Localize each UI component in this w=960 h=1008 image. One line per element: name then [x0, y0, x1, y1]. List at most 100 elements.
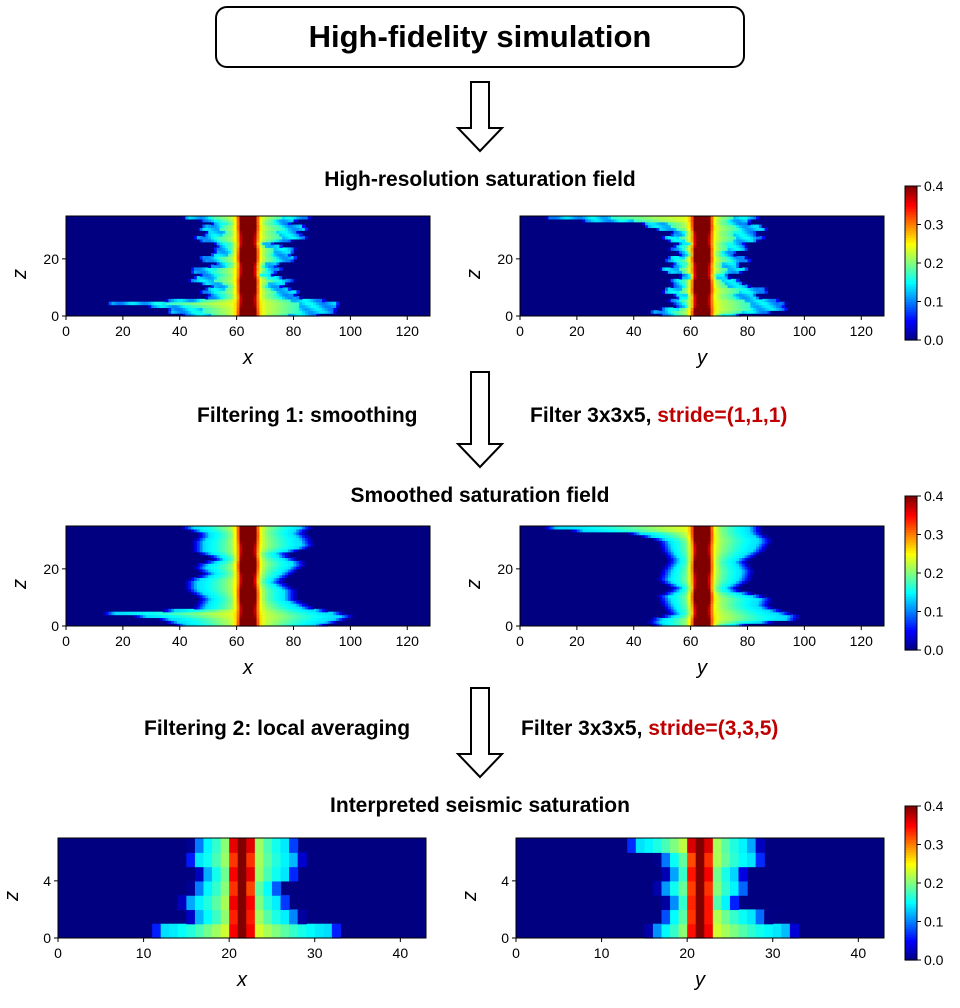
heatmap-cell	[736, 284, 740, 289]
heatmap-cell	[673, 293, 677, 297]
x-tick-label: 40	[172, 323, 188, 339]
heatmap-cell	[228, 301, 232, 306]
heatmap-cell	[696, 560, 700, 564]
heatmap-cell	[256, 284, 260, 289]
heatmap-cell	[747, 310, 751, 314]
heatmap-cell	[262, 557, 266, 561]
heatmap-cell	[276, 528, 280, 533]
heatmap-cell	[230, 301, 235, 306]
heatmap-cell	[230, 571, 235, 576]
heatmap-cell	[730, 551, 734, 556]
heatmap-cell	[784, 617, 788, 621]
heatmap-cell	[670, 620, 675, 624]
heatmap-cell	[239, 307, 243, 311]
heatmap-cell	[216, 594, 221, 599]
heatmap-cell	[753, 600, 757, 604]
heatmap-cell	[270, 270, 275, 274]
heatmap-cell	[662, 594, 666, 599]
heatmap-cell	[199, 238, 204, 243]
heatmap-cell	[216, 548, 221, 553]
heatmap-cell	[287, 236, 292, 240]
heatmap-cell	[205, 224, 209, 229]
heatmap-cell	[727, 264, 732, 269]
heatmap-cell	[273, 270, 278, 274]
heatmap-cell	[302, 526, 306, 530]
heatmap-cell	[304, 236, 309, 240]
heatmap-cell	[213, 574, 218, 579]
colorbar-segment	[905, 257, 917, 262]
heatmap-cell	[228, 560, 232, 564]
heatmap-cell	[302, 560, 306, 564]
heatmap-cell	[699, 236, 703, 240]
heatmap-cell	[267, 600, 272, 604]
heatmap-cell	[307, 216, 312, 220]
heatmap-cell	[687, 221, 692, 226]
heatmap-cell	[605, 216, 609, 220]
heatmap-cell	[273, 546, 278, 550]
heatmap-cell	[758, 236, 763, 240]
heatmap-cell	[242, 528, 246, 533]
heatmap-cell	[741, 571, 746, 576]
heatmap-cell	[730, 603, 734, 607]
heatmap-cell	[670, 577, 675, 581]
heatmap-cell	[199, 583, 204, 587]
heatmap-cell	[738, 583, 743, 587]
heatmap-cell	[174, 620, 178, 624]
heatmap-cell	[270, 526, 275, 530]
heatmap-cell	[716, 606, 720, 610]
heatmap-cell	[222, 591, 226, 596]
heatmap-cell	[265, 224, 269, 229]
heatmap-cell	[205, 546, 209, 550]
heatmap-cell	[182, 307, 187, 311]
heatmap-cell	[727, 230, 732, 234]
heatmap-cell	[327, 617, 332, 621]
heatmap-cell	[679, 560, 683, 564]
heatmap-cell	[276, 540, 280, 544]
heatmap-cell	[702, 617, 706, 621]
heatmap-cell	[304, 623, 309, 627]
heatmap-cell	[233, 563, 238, 567]
heatmap-cell	[761, 307, 766, 311]
heatmap-cell	[168, 310, 172, 314]
heatmap-cell	[228, 247, 232, 251]
heatmap-cell	[736, 586, 740, 590]
heatmap-cell	[307, 526, 312, 530]
heatmap-cell	[707, 278, 712, 283]
heatmap-cell	[242, 603, 246, 607]
heatmap-cell	[716, 244, 720, 249]
heatmap-cell	[276, 614, 280, 619]
heatmap-cell	[310, 298, 314, 303]
heatmap-cell	[710, 258, 714, 263]
heatmap-cell	[684, 568, 689, 573]
heatmap-cell	[316, 620, 320, 624]
heatmap-cell	[724, 250, 729, 254]
heatmap-cell	[744, 580, 749, 584]
heatmap-cell	[733, 301, 737, 306]
heatmap-cell	[656, 310, 660, 314]
heatmap-cell	[262, 310, 266, 314]
heatmap-cell	[684, 298, 689, 303]
heatmap-cell	[191, 301, 195, 306]
heatmap-cell	[242, 554, 246, 559]
heatmap-cell	[279, 591, 283, 596]
heatmap-cell	[699, 594, 703, 599]
heatmap-cell	[211, 551, 215, 556]
heatmap-cell	[313, 617, 317, 621]
heatmap-cell	[236, 307, 241, 311]
heatmap-cell	[724, 221, 729, 226]
heatmap-cell	[230, 557, 235, 561]
heatmap-cell	[747, 551, 751, 556]
heatmap-cell	[236, 238, 241, 243]
heatmap-cell	[702, 256, 706, 260]
heatmap-cell	[773, 614, 777, 619]
heatmap-cell	[250, 264, 255, 269]
heatmap-cell	[702, 313, 706, 317]
heatmap-cell	[296, 606, 300, 610]
heatmap-cell	[230, 546, 235, 550]
heatmap-cell	[265, 560, 269, 564]
heatmap-cell	[165, 611, 169, 616]
heatmap-cell	[738, 568, 743, 573]
heatmap-cell	[713, 230, 717, 234]
heatmap-cell	[279, 301, 283, 306]
heatmap-cell	[704, 261, 709, 266]
